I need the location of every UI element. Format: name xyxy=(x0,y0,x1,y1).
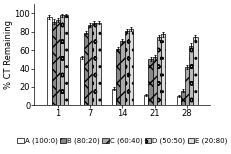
Bar xyxy=(185,67,189,105)
Bar xyxy=(112,89,116,105)
Bar xyxy=(144,95,149,105)
Bar xyxy=(149,59,153,105)
Bar xyxy=(60,15,64,105)
Bar xyxy=(116,49,120,105)
Bar xyxy=(80,57,84,105)
Bar xyxy=(56,20,60,105)
Bar xyxy=(47,17,52,105)
Bar xyxy=(189,46,193,105)
Bar xyxy=(157,37,161,105)
Legend: A (100:0), B (80:20), C (60:40), D (50:50), E (20:80): A (100:0), B (80:20), C (60:40), D (50:5… xyxy=(17,137,228,145)
Bar xyxy=(97,22,101,105)
Bar xyxy=(181,91,185,105)
Bar xyxy=(120,41,125,105)
Bar xyxy=(129,29,133,105)
Bar xyxy=(84,33,88,105)
Bar xyxy=(125,31,129,105)
Bar xyxy=(193,37,198,105)
Bar xyxy=(88,25,92,105)
Bar xyxy=(176,96,181,105)
Bar xyxy=(153,57,157,105)
Bar xyxy=(52,22,56,105)
Bar xyxy=(161,34,165,105)
Bar xyxy=(92,22,97,105)
Bar xyxy=(64,15,68,105)
Y-axis label: % CT Remaining: % CT Remaining xyxy=(4,20,13,89)
